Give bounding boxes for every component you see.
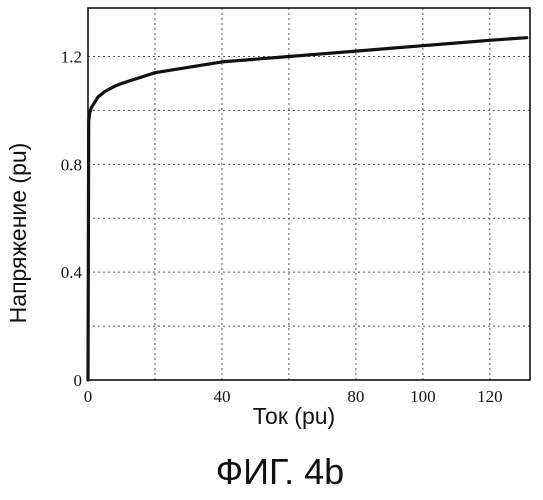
x-tick-label: 0 [84,387,93,406]
tick-labels: 0 40 80 100 120 0 0.4 0.8 1.2 [61,48,503,406]
x-tick-label: 120 [477,387,503,406]
y-tick-label: 1.2 [61,48,82,67]
x-tick-label: 40 [213,387,230,406]
voltage-current-curve [88,38,527,380]
y-tick-label: 0 [74,371,83,390]
y-tick-label: 0.8 [61,155,82,174]
grid-lines [88,8,530,380]
x-tick-label: 100 [410,387,436,406]
plot-frame [88,8,530,380]
x-tick-label: 80 [347,387,364,406]
y-tick-label: 0.4 [61,263,83,282]
y-axis-label: Напряжение (pu) [5,143,31,324]
figure-caption: ФИГ. 4b [216,451,344,492]
x-axis-label: Ток (pu) [253,403,335,429]
